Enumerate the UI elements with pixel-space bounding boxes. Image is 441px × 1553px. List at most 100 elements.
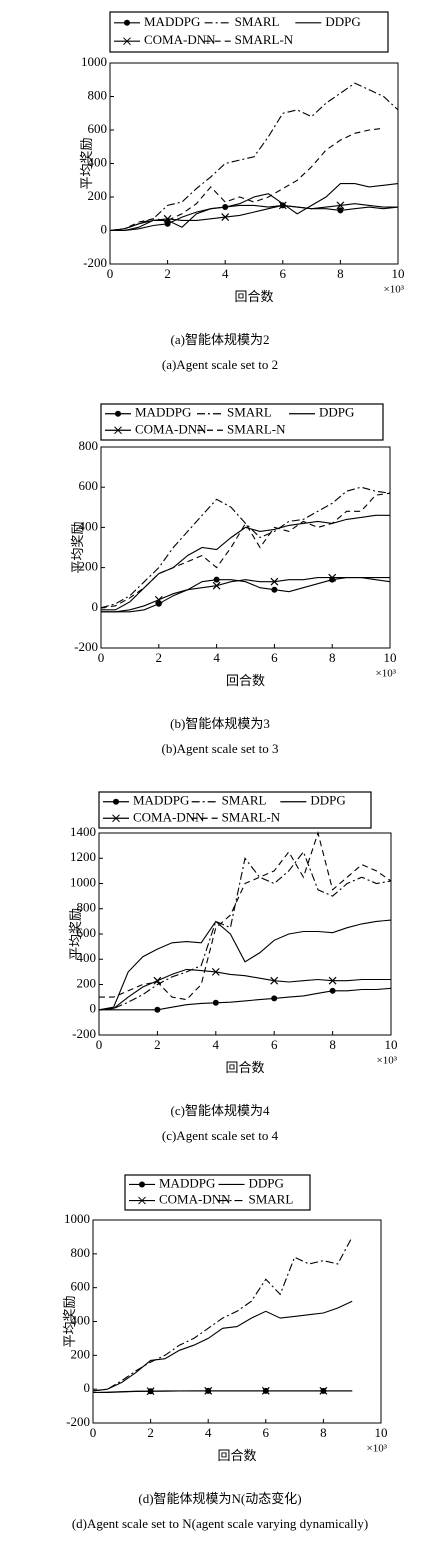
x-unit: ×10³ (375, 668, 396, 680)
series-line (101, 577, 391, 613)
series-line (93, 1390, 353, 1394)
y-tick-label: 400 (88, 154, 108, 169)
y-tick-label: 400 (77, 950, 97, 965)
y-tick-label: 400 (79, 518, 99, 533)
marker (328, 573, 337, 582)
legend-box (98, 791, 372, 829)
y-tick-label: 600 (79, 478, 99, 493)
x-tick-label: 8 (337, 266, 344, 281)
marker (278, 201, 287, 210)
legend-marker (113, 798, 119, 805)
legend-marker (115, 410, 121, 417)
series-line (101, 577, 390, 613)
legend-label: DDPG (319, 405, 354, 420)
x-tick-label: 10 (392, 266, 405, 281)
x-tick-label: 10 (385, 1037, 398, 1052)
x-tick-label: 0 (96, 1037, 103, 1052)
y-tick-label: 1200 (70, 849, 96, 864)
x-axis-label: 回合数 (217, 1448, 256, 1463)
x-tick-label: 6 (271, 1037, 278, 1052)
caption: (a)智能体规模为2 (171, 332, 270, 347)
x-unit: ×10³ (366, 1443, 387, 1455)
marker (204, 1386, 213, 1395)
legend-label: MADDPG (144, 14, 200, 29)
caption: (d)智能体规模为N(动态变化) (138, 1491, 301, 1506)
y-tick-label: 200 (79, 559, 99, 574)
y-tick-label: 1000 (70, 874, 96, 889)
y-tick-label: 600 (77, 925, 97, 940)
y-tick-label: 1000 (64, 1211, 90, 1226)
legend-label: SMARL (222, 793, 267, 808)
legend-label: COMA-DNN (144, 32, 216, 47)
x-unit: ×10³ (376, 1055, 397, 1067)
y-tick-label: 0 (84, 1380, 91, 1395)
legend-label: DDPG (325, 14, 360, 29)
legend-label: SMARL (249, 1192, 294, 1207)
series-line (98, 919, 392, 1011)
marker (212, 581, 221, 590)
series-line (101, 514, 390, 611)
marker (319, 1386, 328, 1395)
series-line (109, 203, 398, 232)
marker (153, 976, 162, 985)
marker (270, 976, 279, 985)
y-tick-label: -200 (72, 1026, 96, 1041)
y-axis-label: 平均奖励 (68, 908, 83, 960)
x-tick-label: 0 (90, 1425, 97, 1440)
legend-marker (112, 814, 120, 823)
legend-label: DDPG (310, 793, 345, 808)
y-tick-label: 200 (88, 188, 108, 203)
legend-marker (114, 426, 122, 435)
marker (154, 595, 163, 604)
marker (271, 995, 278, 1002)
marker (329, 576, 336, 583)
y-tick-label: 800 (88, 87, 108, 102)
legend-box (124, 1174, 311, 1211)
x-tick-label: 4 (213, 1037, 220, 1052)
x-axis-label: 回合数 (226, 673, 265, 688)
y-tick-label: 0 (92, 599, 99, 614)
legend-label: MADDPG (159, 1175, 215, 1190)
caption: (c)智能体规模为4 (171, 1103, 270, 1118)
caption: (b)智能体规模为3 (170, 716, 270, 731)
x-tick-label: 2 (147, 1425, 154, 1440)
legend-label: COMA-DNN (135, 421, 207, 436)
y-tick-label: 200 (71, 1346, 91, 1361)
legend-label: MADDPG (133, 793, 189, 808)
y-tick-label: 600 (88, 121, 108, 136)
y-tick-label: 1000 (81, 54, 107, 69)
y-tick-label: 1400 (70, 824, 96, 839)
x-tick-label: 2 (154, 1037, 161, 1052)
plot-frame (100, 446, 391, 649)
marker (336, 201, 345, 210)
marker (329, 987, 336, 994)
legend-marker (124, 19, 130, 26)
y-axis-label: 平均奖励 (70, 521, 85, 573)
legend-marker (139, 1181, 145, 1188)
series-line (98, 850, 392, 1011)
legend-marker (123, 37, 131, 46)
legend-label: SMARL (235, 14, 280, 29)
series-line (109, 127, 384, 232)
x-tick-label: 6 (263, 1425, 270, 1440)
caption-en: (c)Agent scale set to 4 (162, 1128, 279, 1143)
series-line (98, 968, 391, 1011)
marker (211, 967, 220, 976)
x-tick-label: 8 (329, 650, 336, 665)
y-tick-label: 200 (77, 975, 97, 990)
x-tick-label: 4 (222, 266, 229, 281)
y-tick-label: 800 (77, 900, 97, 915)
y-tick-label: 800 (71, 1245, 91, 1260)
x-tick-label: 2 (164, 266, 171, 281)
y-tick-label: -200 (74, 639, 98, 654)
marker (212, 999, 219, 1006)
x-tick-label: 8 (329, 1037, 336, 1052)
marker (271, 586, 278, 593)
x-axis-label: 回合数 (225, 1060, 264, 1075)
marker (154, 1006, 161, 1013)
y-tick-label: 400 (71, 1312, 91, 1327)
marker (270, 577, 279, 586)
series-line (92, 1300, 353, 1392)
marker (221, 213, 230, 222)
series-line (100, 486, 391, 609)
